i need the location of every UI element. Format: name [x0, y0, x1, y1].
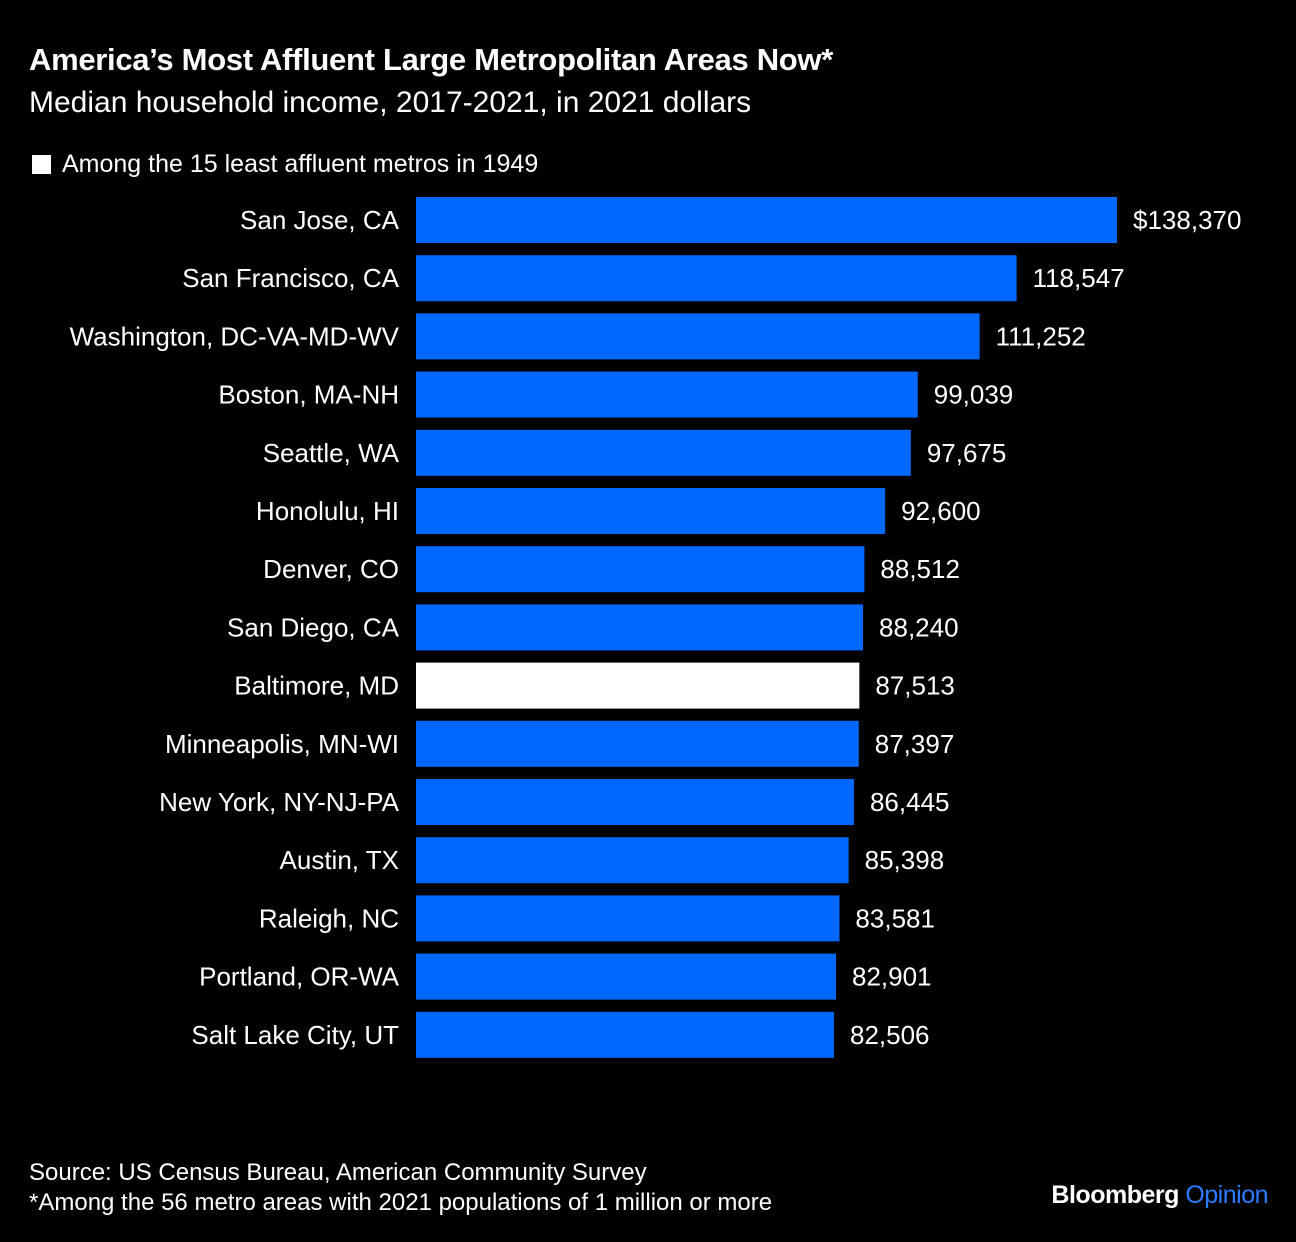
- bar-denver-co: [416, 546, 865, 593]
- bar-portland-or-wa: [416, 953, 836, 1000]
- bar-salt-lake-city-ut: [416, 1011, 834, 1058]
- value-label-austin-tx: 85,398: [865, 845, 945, 875]
- bar-washington-dc-va-md-wv: [416, 313, 980, 360]
- value-label-raleigh-nc: 83,581: [855, 903, 935, 933]
- category-label-minneapolis-mn-wi: Minneapolis, MN-WI: [165, 729, 399, 759]
- category-label-seattle-wa: Seattle, WA: [263, 438, 400, 468]
- category-label-san-jose-ca: San Jose, CA: [240, 205, 400, 235]
- bar-seattle-wa: [416, 429, 911, 476]
- chart-title: America’s Most Affluent Large Metropolit…: [29, 42, 834, 77]
- value-label-san-diego-ca: 88,240: [879, 612, 959, 642]
- bar-minneapolis-mn-wi: [416, 720, 859, 767]
- chart-subtitle: Median household income, 2017-2021, in 2…: [29, 86, 752, 119]
- bar-boston-ma-nh: [416, 371, 918, 418]
- bar-austin-tx: [416, 837, 849, 884]
- bar-baltimore-md: [416, 662, 860, 709]
- category-label-austin-tx: Austin, TX: [280, 845, 399, 875]
- population-note: *Among the 56 metro areas with 2021 popu…: [29, 1189, 773, 1216]
- category-label-san-francisco-ca: San Francisco, CA: [182, 263, 399, 293]
- category-label-honolulu-hi: Honolulu, HI: [256, 496, 399, 526]
- bar-san-jose-ca: [416, 197, 1117, 243]
- bar-new-york-ny-nj-pa: [416, 779, 854, 825]
- brand-logo: Bloomberg Opinion: [1051, 1181, 1268, 1210]
- category-label-portland-or-wa: Portland, OR-WA: [199, 962, 400, 992]
- bar-honolulu-hi: [416, 488, 886, 534]
- category-label-san-diego-ca: San Diego, CA: [227, 612, 400, 642]
- brand-section: Opinion: [1185, 1181, 1268, 1209]
- bar-san-francisco-ca: [416, 255, 1017, 302]
- bar-raleigh-nc: [416, 895, 840, 942]
- value-label-honolulu-hi: 92,600: [901, 496, 981, 526]
- category-label-raleigh-nc: Raleigh, NC: [259, 903, 399, 933]
- value-label-san-jose-ca: $138,370: [1133, 205, 1241, 235]
- value-label-salt-lake-city-ut: 82,506: [850, 1020, 930, 1050]
- legend-label: Among the 15 least affluent metros in 19…: [62, 150, 539, 178]
- value-label-minneapolis-mn-wi: 87,397: [875, 729, 955, 759]
- category-label-washington-dc-va-md-wv: Washington, DC-VA-MD-WV: [70, 321, 400, 351]
- source-note: Source: US Census Bureau, American Commu…: [29, 1159, 647, 1186]
- category-label-denver-co: Denver, CO: [263, 554, 399, 584]
- category-label-salt-lake-city-ut: Salt Lake City, UT: [191, 1020, 399, 1050]
- value-label-new-york-ny-nj-pa: 86,445: [870, 787, 950, 817]
- category-label-boston-ma-nh: Boston, MA-NH: [218, 380, 399, 410]
- legend: Among the 15 least affluent metros in 19…: [32, 150, 538, 179]
- value-label-seattle-wa: 97,675: [927, 438, 1007, 468]
- value-label-baltimore-md: 87,513: [875, 671, 955, 701]
- footnotes: Source: US Census Bureau, American Commu…: [29, 1158, 772, 1218]
- category-label-baltimore-md: Baltimore, MD: [234, 671, 399, 701]
- value-label-boston-ma-nh: 99,039: [934, 380, 1014, 410]
- category-label-new-york-ny-nj-pa: New York, NY-NJ-PA: [159, 787, 400, 817]
- value-label-denver-co: 88,512: [880, 554, 960, 584]
- legend-swatch: [32, 155, 51, 174]
- value-label-san-francisco-ca: 118,547: [1033, 263, 1125, 293]
- value-label-portland-or-wa: 82,901: [852, 962, 932, 992]
- bar-san-diego-ca: [416, 604, 864, 651]
- value-label-washington-dc-va-md-wv: 111,252: [996, 321, 1086, 351]
- brand-name: Bloomberg: [1051, 1181, 1179, 1209]
